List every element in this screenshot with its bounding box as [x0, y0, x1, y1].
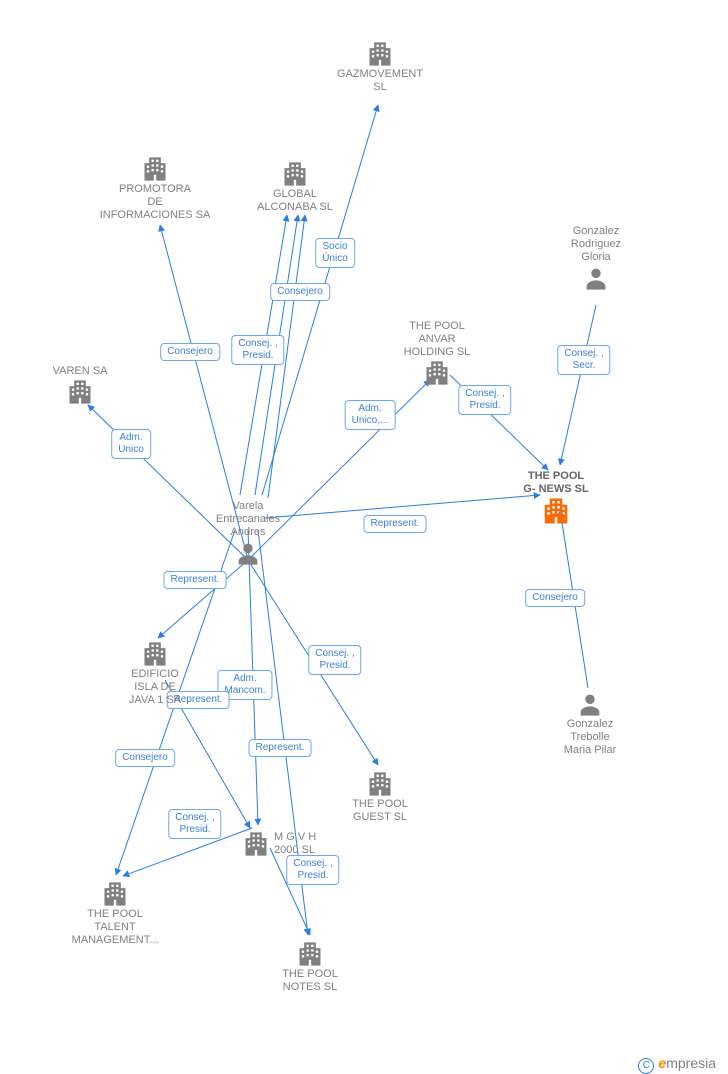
edge-label: Adm. Unico	[111, 429, 151, 459]
node-label: Gonzalez Rodriguez Gloria	[526, 225, 666, 264]
building-icon	[486, 496, 626, 526]
edge-label: Consejero	[270, 283, 330, 301]
building-icon	[310, 770, 450, 798]
footer-credit: Cempresia	[638, 1055, 716, 1074]
node-gazmovement[interactable]: GAZMOVEMENT SL	[310, 40, 450, 94]
building-icon	[45, 880, 185, 908]
node-label: THE POOL TALENT MANAGEMENT...	[45, 908, 185, 947]
node-gnews[interactable]: THE POOL G- NEWS SL	[486, 470, 626, 526]
edge	[560, 305, 596, 465]
building-icon	[85, 155, 225, 183]
building-icon	[10, 378, 150, 406]
edge-label: Consejero	[525, 589, 585, 607]
node-label: THE POOL GUEST SL	[310, 798, 450, 824]
edge-label: Represent.	[364, 515, 427, 533]
building-icon	[242, 830, 270, 858]
edge-label: Consej. , Presid.	[231, 335, 284, 365]
node-varen[interactable]: VAREN SA	[10, 365, 150, 406]
node-label: GLOBAL ALCONABA SL	[225, 188, 365, 214]
node-notes[interactable]: THE POOL NOTES SL	[240, 940, 380, 994]
node-global[interactable]: GLOBAL ALCONABA SL	[225, 160, 365, 214]
node-guest[interactable]: THE POOL GUEST SL	[310, 770, 450, 824]
building-icon	[225, 160, 365, 188]
edge-label: Adm. Unico,...	[345, 400, 396, 430]
building-icon	[367, 359, 507, 387]
node-label: M G V H 2000 SL	[274, 831, 316, 857]
node-edificio[interactable]: EDIFICIO ISLA DE JAVA 1 SA	[85, 640, 225, 707]
copyright-icon: C	[638, 1058, 654, 1074]
node-label: PROMOTORA DE INFORMACIONES SA	[85, 183, 225, 222]
building-icon	[240, 940, 380, 968]
edge-label: Consej. , Presid.	[286, 855, 339, 885]
node-label: VAREN SA	[10, 365, 150, 378]
node-label: THE POOL ANVAR HOLDING SL	[367, 320, 507, 359]
node-label: EDIFICIO ISLA DE JAVA 1 SA	[85, 668, 225, 707]
edge-label: Represent.	[249, 739, 312, 757]
edge-label: Represent.	[164, 571, 227, 589]
node-gonzalezg[interactable]: Gonzalez Rodriguez Gloria	[526, 225, 666, 292]
person-icon	[178, 539, 318, 567]
node-label: Gonzalez Trebolle Maria Pilar	[520, 718, 660, 757]
node-label: GAZMOVEMENT SL	[310, 68, 450, 94]
edge-label: Consej. , Secr.	[557, 345, 610, 375]
edge-label: Consej. , Presid.	[308, 645, 361, 675]
building-icon	[85, 640, 225, 668]
node-gonzalezt[interactable]: Gonzalez Trebolle Maria Pilar	[520, 690, 660, 757]
node-label: THE POOL NOTES SL	[240, 968, 380, 994]
network-diagram: Adm. Unico Consejero Consej. , Presid. Cons…	[0, 0, 728, 1070]
building-icon	[310, 40, 450, 68]
brand-text: mpresia	[666, 1055, 716, 1071]
edge-label: Socio Único	[315, 238, 355, 268]
node-label: Varela Entrecanales Andres	[178, 500, 318, 539]
node-talent[interactable]: THE POOL TALENT MANAGEMENT...	[45, 880, 185, 947]
node-anvar[interactable]: THE POOL ANVAR HOLDING SL	[367, 320, 507, 387]
person-icon	[526, 264, 666, 292]
edge-label: Consej. , Presid.	[168, 809, 221, 839]
node-label: THE POOL G- NEWS SL	[486, 470, 626, 496]
node-andres[interactable]: Varela Entrecanales Andres	[178, 500, 318, 567]
person-icon	[520, 690, 660, 718]
edge-label: Consejero	[160, 343, 220, 361]
node-promotora[interactable]: PROMOTORA DE INFORMACIONES SA	[85, 155, 225, 222]
edge-label: Consejero	[115, 749, 175, 767]
node-mgvh[interactable]: M G V H 2000 SL	[242, 830, 382, 858]
edge-label: Consej. , Presid.	[458, 385, 511, 415]
